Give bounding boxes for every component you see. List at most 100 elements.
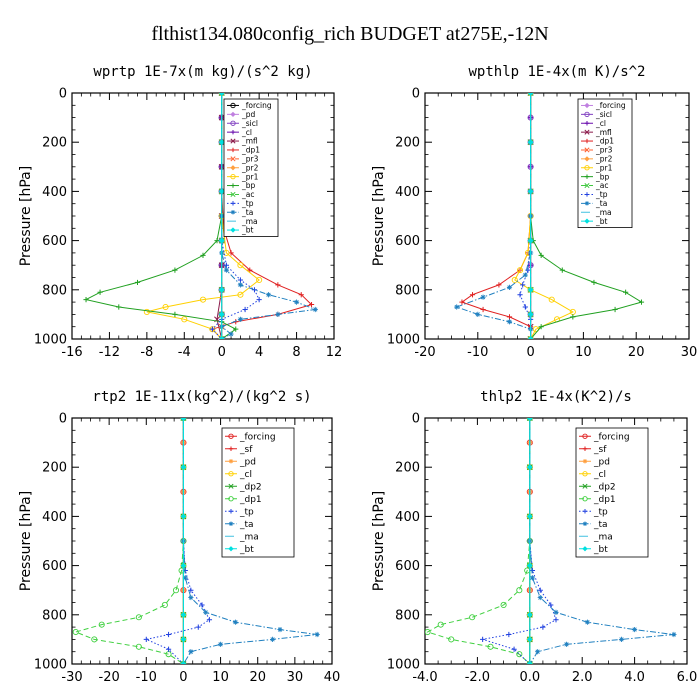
legend-entry-label: _forcing <box>595 101 626 110</box>
legend-entry-label: _pr2 <box>241 163 259 172</box>
series-marker <box>496 282 502 288</box>
panel-title: wpthlp 1E-4x(m K)/s^2 <box>468 64 645 80</box>
series-marker <box>237 316 244 322</box>
series-marker <box>165 646 172 652</box>
legend-swatch-marker <box>584 102 590 109</box>
panel-2: wpthlp 1E-4x(m K)/s^2 Pressure [hPa] -20 -1… <box>371 64 697 360</box>
series-marker <box>538 252 544 258</box>
series-marker <box>526 513 533 520</box>
series-line <box>460 93 532 339</box>
series-line <box>530 93 643 339</box>
legend-entry-label: _ma <box>239 532 259 542</box>
legend-swatch-marker <box>584 174 590 179</box>
x-tick-label: 4.0 <box>624 670 645 685</box>
legend-swatch-marker <box>582 496 588 502</box>
legend-swatch-marker <box>228 446 234 451</box>
series-marker <box>180 660 187 664</box>
x-tick-label: -16 <box>61 345 82 360</box>
series-marker <box>548 602 554 608</box>
y-tick-label: 400 <box>395 510 420 525</box>
legend-entry-label: _pr1 <box>241 172 259 181</box>
x-tick-label: 10 <box>212 670 229 685</box>
legend-swatch-marker <box>582 521 588 526</box>
series-marker <box>135 614 142 621</box>
legend-entry-label: _dp1 <box>595 137 614 146</box>
legend-swatch-marker <box>584 147 590 153</box>
series-marker <box>217 641 224 647</box>
panel-title: rtp2 1E-11x(kg^2)/(kg^2 s) <box>92 389 311 405</box>
legend-swatch-marker <box>228 509 234 514</box>
series-marker <box>511 646 517 652</box>
series-marker <box>218 335 225 339</box>
series-marker <box>218 237 225 244</box>
y-tick-label: 600 <box>42 559 67 574</box>
series-marker <box>437 621 444 628</box>
series-marker <box>237 291 244 298</box>
series-marker <box>563 641 570 647</box>
series-marker <box>570 314 576 320</box>
legend-swatch-marker <box>584 165 590 171</box>
series-marker <box>275 282 281 288</box>
panel-title: thlp2 1E-4x(K^2)/s <box>480 389 632 405</box>
series-marker <box>480 306 486 313</box>
y-tick-label: 800 <box>395 283 420 298</box>
series-marker <box>314 631 320 638</box>
series-marker <box>618 636 625 642</box>
x-tick-label: 4 <box>255 345 263 360</box>
legend-entry-label: _pd <box>593 457 610 467</box>
legend-swatch-marker <box>584 111 590 118</box>
legend-entry-label: _tp <box>241 199 254 208</box>
legend-box <box>577 98 633 229</box>
series-marker <box>511 276 518 284</box>
y-tick-label: 200 <box>395 461 420 476</box>
legend-swatch-marker <box>584 121 590 126</box>
legend-swatch-marker <box>582 546 588 552</box>
legend-entry-label: _cl <box>595 119 606 128</box>
series-marker <box>218 93 225 97</box>
series-marker <box>143 636 149 642</box>
legend-swatch-marker <box>230 201 236 206</box>
series-marker <box>527 286 534 293</box>
series-marker <box>83 297 89 303</box>
x-tick-label: 40 <box>324 670 341 685</box>
panel-title: wprtp 1E-7x(m kg)/(s^2 kg) <box>93 64 312 80</box>
legend-entry-label: _ac <box>595 181 608 190</box>
legend-entry-label: _pr3 <box>241 154 259 163</box>
series-marker <box>506 314 513 320</box>
x-tick-label: 10 <box>575 345 592 360</box>
series-marker <box>527 335 534 339</box>
series-marker <box>256 297 262 303</box>
series-line <box>455 93 532 339</box>
series-line <box>74 418 184 664</box>
series-marker <box>480 636 486 642</box>
series-marker <box>247 267 253 273</box>
series-marker <box>181 316 188 323</box>
x-tick-label: -10 <box>136 670 157 685</box>
x-tick-label: -2.0 <box>465 670 490 685</box>
legend-swatch-marker <box>582 471 588 477</box>
legend-swatch-marker <box>582 459 588 464</box>
series-group <box>425 418 677 664</box>
legend-entry-label: _bp <box>241 181 256 190</box>
legend-entry-label: _pr3 <box>595 146 613 155</box>
series-group <box>83 93 318 339</box>
series-line <box>426 418 531 664</box>
series-marker <box>172 587 180 594</box>
legend-swatch-marker <box>584 201 590 206</box>
y-tick-label: 1000 <box>34 333 67 348</box>
y-tick-label: 600 <box>395 559 420 574</box>
y-tick-label: 1000 <box>387 333 420 348</box>
legend-swatch-marker <box>230 111 236 117</box>
series-marker <box>500 601 507 609</box>
legend-entry-label: _sicl <box>241 119 258 128</box>
legend-swatch-marker <box>230 156 236 162</box>
series-marker <box>584 619 591 625</box>
y-tick-label: 800 <box>42 608 67 623</box>
x-tick-label: -20 <box>99 670 120 685</box>
series-marker <box>172 267 178 273</box>
series-marker <box>540 624 546 630</box>
y-tick-label: 600 <box>42 234 67 249</box>
series-marker <box>638 299 645 305</box>
legend-swatch-marker <box>230 147 236 153</box>
